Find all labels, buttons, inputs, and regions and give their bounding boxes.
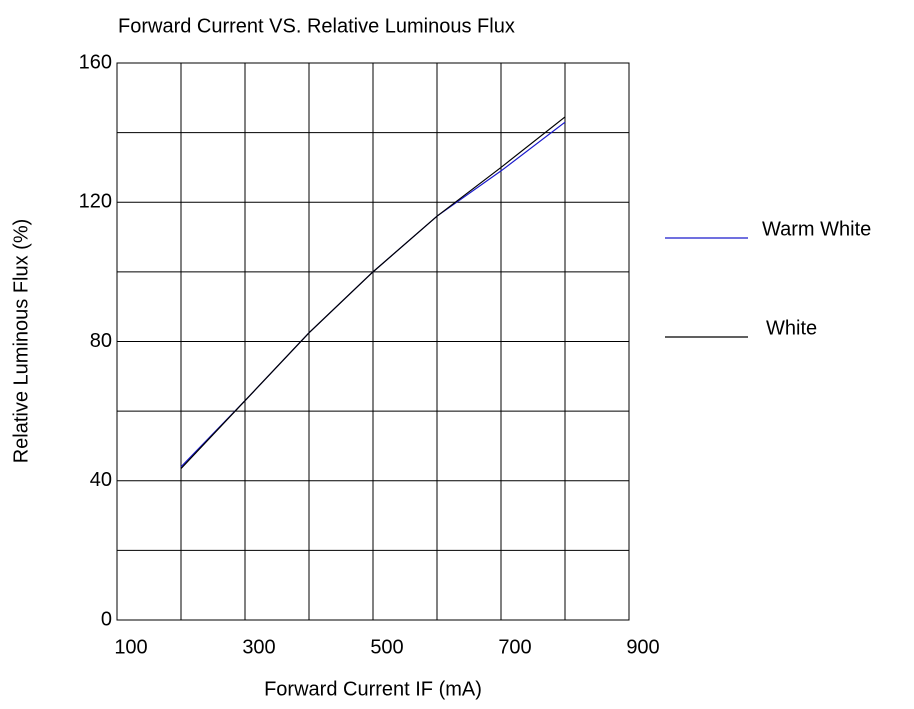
chart-title: Forward Current VS. Relative Luminous Fl… (118, 15, 515, 37)
y-tick-label: 160 (79, 51, 112, 73)
x-tick-label: 300 (242, 636, 275, 658)
x-tick-label: 700 (498, 636, 531, 658)
legend-label: White (766, 317, 817, 339)
x-tick-label: 100 (114, 636, 147, 658)
y-tick-label: 0 (101, 608, 112, 630)
x-axis-label: Forward Current IF (mA) (264, 678, 482, 700)
y-tick-label: 40 (90, 469, 112, 491)
legend-label: Warm White (762, 218, 871, 240)
y-tick-label: 120 (79, 191, 112, 213)
x-tick-label: 900 (626, 636, 659, 658)
series-line (180, 116, 566, 469)
y-axis-label: Relative Luminous Flux (%) (10, 219, 32, 464)
x-tick-label: 500 (370, 636, 403, 658)
y-tick-label: 80 (90, 330, 112, 352)
